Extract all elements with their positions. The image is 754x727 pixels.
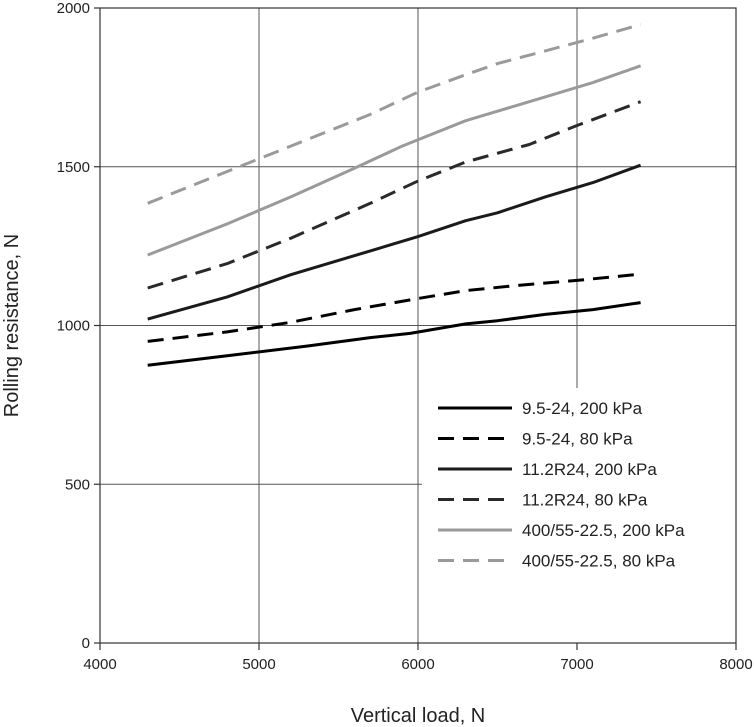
series-line-1 — [147, 301, 641, 367]
y-tick-label: 500 — [65, 476, 90, 493]
y-axis-title: Rolling resistance, N — [1, 234, 23, 417]
y-tick-label: 0 — [82, 635, 90, 652]
legend-label-6: 400/55-22.5, 80 kPa — [522, 552, 676, 571]
legend-label-5: 400/55-22.5, 200 kPa — [522, 521, 685, 540]
legend: 9.5-24, 200 kPa 9.5-24, 80 kPa 11.2R24, 20… — [422, 388, 722, 580]
x-axis-title: Vertical load, N — [351, 705, 486, 727]
series-group — [147, 23, 642, 367]
series-line-6 — [147, 23, 642, 205]
series-line-2 — [147, 272, 641, 343]
legend-box — [422, 388, 722, 580]
y-tick-label: 1500 — [57, 159, 90, 176]
series-line-3 — [147, 163, 642, 321]
legend-label-1: 9.5-24, 200 kPa — [522, 399, 643, 418]
x-tick-labels: 4000 5000 6000 7000 8000 — [83, 656, 752, 673]
x-tick-label: 5000 — [242, 656, 275, 673]
series-line-4 — [147, 100, 642, 290]
legend-label-2: 9.5-24, 80 kPa — [522, 430, 633, 449]
grid — [100, 8, 736, 643]
legend-label-3: 11.2R24, 200 kPa — [522, 460, 657, 479]
x-tick-label: 7000 — [560, 656, 593, 673]
x-tick-label: 6000 — [401, 656, 434, 673]
legend-label-4: 11.2R24, 80 kPa — [522, 491, 648, 510]
axes — [94, 7, 737, 650]
x-tick-label: 4000 — [83, 656, 116, 673]
y-tick-label: 2000 — [57, 0, 90, 17]
x-tick-label: 8000 — [719, 656, 752, 673]
series-line-5 — [147, 64, 642, 257]
y-tick-label: 1000 — [57, 318, 90, 335]
y-tick-labels: 0 500 1000 1500 2000 — [57, 0, 90, 652]
